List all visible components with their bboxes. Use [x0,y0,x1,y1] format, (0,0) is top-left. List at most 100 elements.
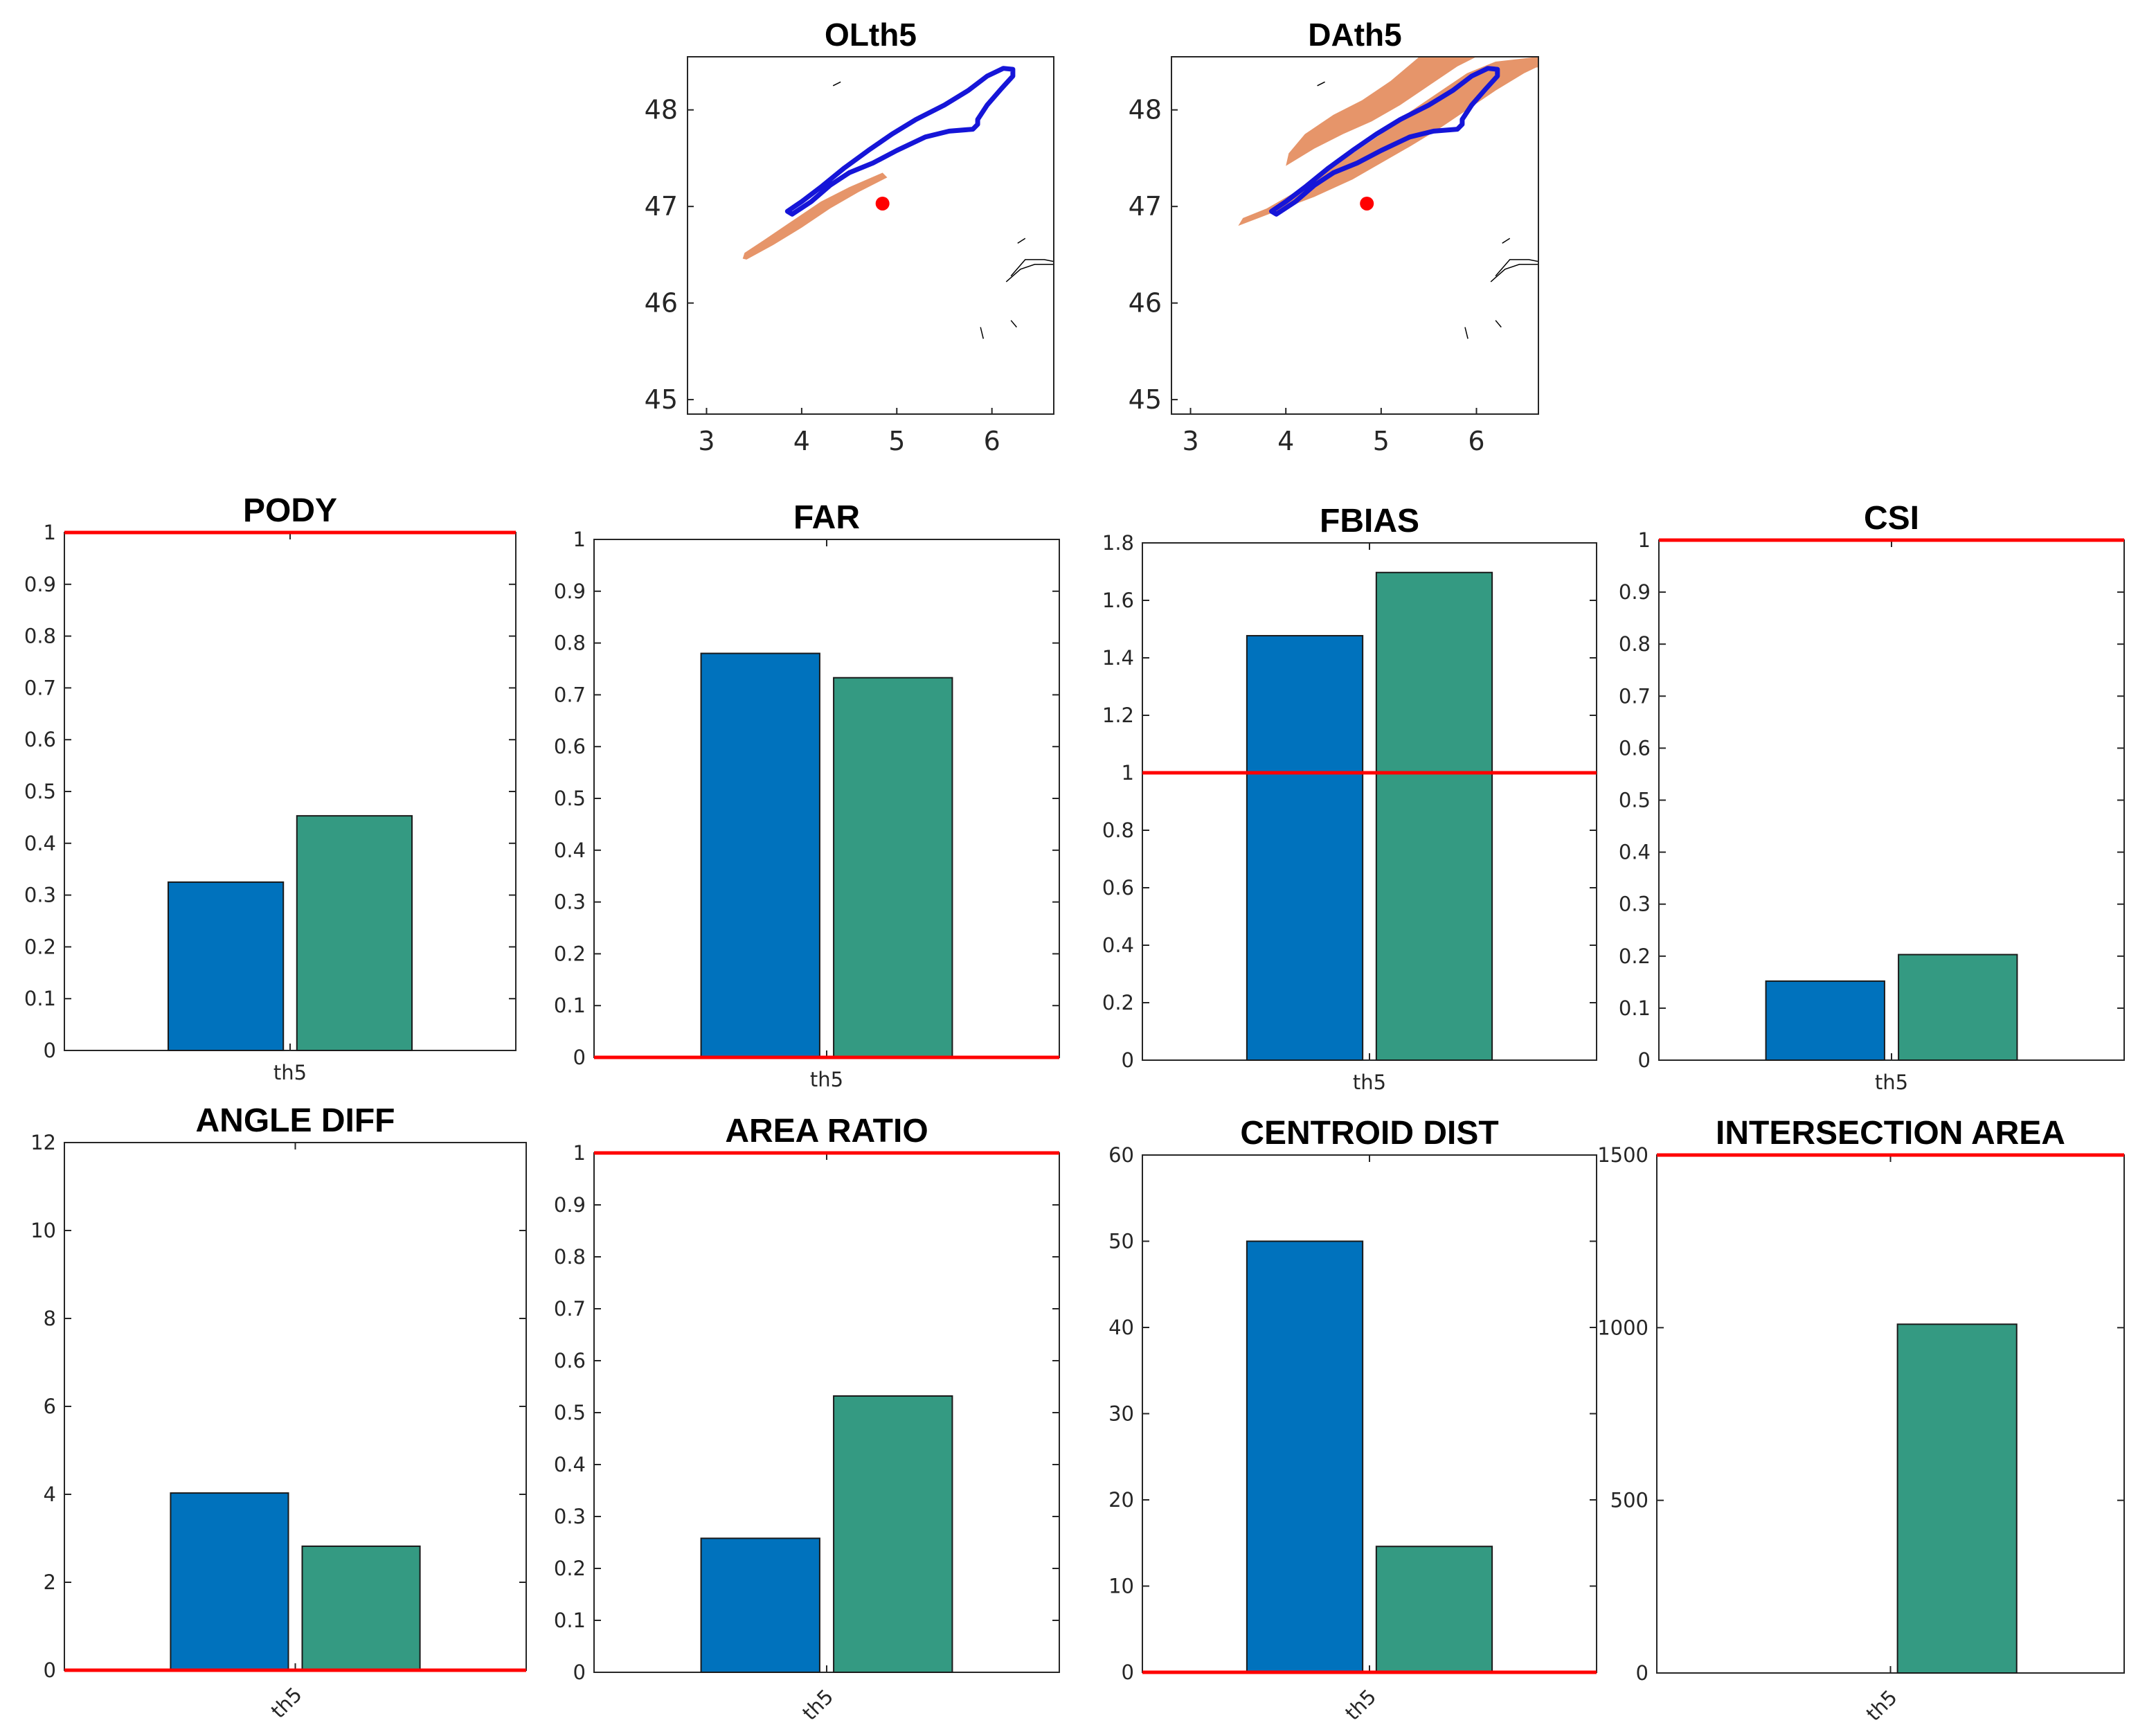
chart-title: CSI [1864,500,1919,537]
location-marker [1360,196,1374,211]
y-tick-label: 0.2 [1619,945,1651,968]
x-tick-label: th5 [267,1683,307,1723]
y-tick-label: 500 [1610,1489,1649,1512]
y-tick-label: 20 [1108,1488,1134,1512]
x-tick-label: th5 [798,1685,838,1725]
y-tick-label: 1 [44,521,56,544]
y-tick-label: 0.2 [1102,991,1134,1014]
y-tick-label: 0.2 [554,942,586,965]
x-tick-label: th5 [1875,1071,1908,1094]
bar-ol-th5 [1246,1240,1364,1673]
y-tick-label: 0.8 [554,1245,586,1269]
y-tick-label: 0.6 [1619,736,1651,760]
y-tick-label: 0.3 [554,891,586,914]
y-tick-label: 0.8 [554,632,586,655]
x-tick-label: th5 [1862,1685,1902,1726]
chart-area-ratio: AREA RATIO 0 0.1 0.2 0.3 0.4 0.5 0.6 0.7 0.8 0.9 1 t… [554,1113,1060,1725]
forecast-area [1286,57,1477,166]
y-tick-label: 0.3 [554,1505,586,1528]
y-tick-label: 30 [1108,1402,1134,1426]
coastline [1490,264,1538,283]
y-tick-label: 1.4 [1102,646,1134,670]
y-tick-label: 45 [1129,384,1162,415]
axes-frame [1142,1154,1597,1673]
axes-frame [593,1152,1060,1673]
y-tick-label: 0 [44,1039,56,1062]
x-tick-label: 6 [1468,426,1484,456]
y-tick-label: 0.2 [554,1557,586,1580]
y-tick-label: 0.4 [554,839,586,862]
y-tick-label: 0.7 [554,683,586,706]
bar-da-th5 [1898,954,2018,1061]
y-tick-label: 0.4 [554,1453,586,1476]
y-tick-label: 0.3 [24,884,56,907]
x-tick-label: 4 [793,426,810,456]
map-content [742,66,1054,339]
y-tick-label: 0 [1636,1661,1649,1685]
y-tick-label: 0.1 [554,1609,586,1632]
y-tick-label: 1 [1122,761,1134,785]
y-tick-label: 0.7 [24,676,56,699]
axes-frame [1142,542,1597,1061]
y-tick-label: 0.7 [554,1297,586,1321]
y-tick-label: 0.6 [554,1349,586,1372]
y-tick-label: 46 [645,288,678,319]
chart-angle-diff: ANGLE DIFF 0 2 4 6 8 10 12 th5 [30,1102,527,1723]
location-marker [875,196,890,211]
map-content [1238,57,1538,339]
y-tick-label: 0.6 [1102,876,1134,900]
y-tick-label: 60 [1108,1143,1134,1167]
y-tick-label: 0.9 [24,573,56,596]
chart-far: FAR 0 0.1 0.2 0.3 0.4 0.5 0.6 0.7 0.8 0.9 1 th5 [554,499,1060,1091]
x-tick-label: th5 [810,1068,843,1091]
y-tick-label: 0.5 [24,780,56,803]
y-tick-label: 48 [1129,95,1162,125]
axes-frame [64,532,516,1051]
y-tick-label: 0.6 [24,728,56,751]
x-tick-label: 5 [1373,426,1390,456]
y-tick-label: 1500 [1597,1143,1649,1167]
chart-title: AREA RATIO [725,1113,928,1149]
coastline [1495,259,1538,277]
bar-ol-th5 [1246,635,1364,1061]
y-tick-label: 6 [44,1395,56,1418]
y-tick-label: 0.8 [24,625,56,648]
y-tick-label: 10 [30,1219,56,1242]
chart-pody: PODY 0 0.1 0.2 0.3 0.4 0.5 0.6 0.7 0.8 0.9 1 th5 [24,492,516,1084]
y-tick-label: 0.1 [24,987,56,1010]
chart-centroid-dist: CENTROID DIST 0 10 20 30 40 50 60 th5 [1108,1115,1597,1725]
y-tick-label: 0.5 [554,787,586,810]
coastline [1495,320,1502,328]
bar-da-th5 [1896,1323,2018,1674]
y-tick-label: 10 [1108,1575,1134,1598]
y-tick-label: 0.8 [1619,632,1651,656]
coastline [1017,238,1026,244]
y-tick-label: 1000 [1597,1316,1649,1339]
x-tick-label: th5 [273,1061,307,1084]
bar-da-th5 [833,1395,953,1673]
y-tick-label: 0.6 [554,735,586,758]
y-tick-label: 47 [1129,191,1162,222]
y-tick-label: 45 [645,384,678,415]
axes-frame [1656,1154,2125,1674]
y-tick-label: 1.2 [1102,704,1134,727]
x-tick-label: 6 [984,426,1000,456]
bar-da-th5 [296,815,413,1051]
map-title: DAth5 [1308,17,1401,53]
y-tick-label: 0.9 [1619,580,1651,604]
y-tick-label: 40 [1108,1316,1134,1339]
chart-title: PODY [243,492,337,529]
y-tick-label: 1 [573,1141,586,1165]
y-tick-label: 48 [645,95,678,125]
coastline [1005,264,1054,283]
y-tick-label: 50 [1108,1230,1134,1253]
y-tick-label: 0.5 [1619,789,1651,812]
chart-title: ANGLE DIFF [196,1102,395,1139]
coastline [1010,259,1054,277]
y-tick-label: 0.5 [554,1401,586,1424]
y-tick-label: 46 [1129,288,1162,319]
y-tick-label: 0.9 [554,1193,586,1217]
